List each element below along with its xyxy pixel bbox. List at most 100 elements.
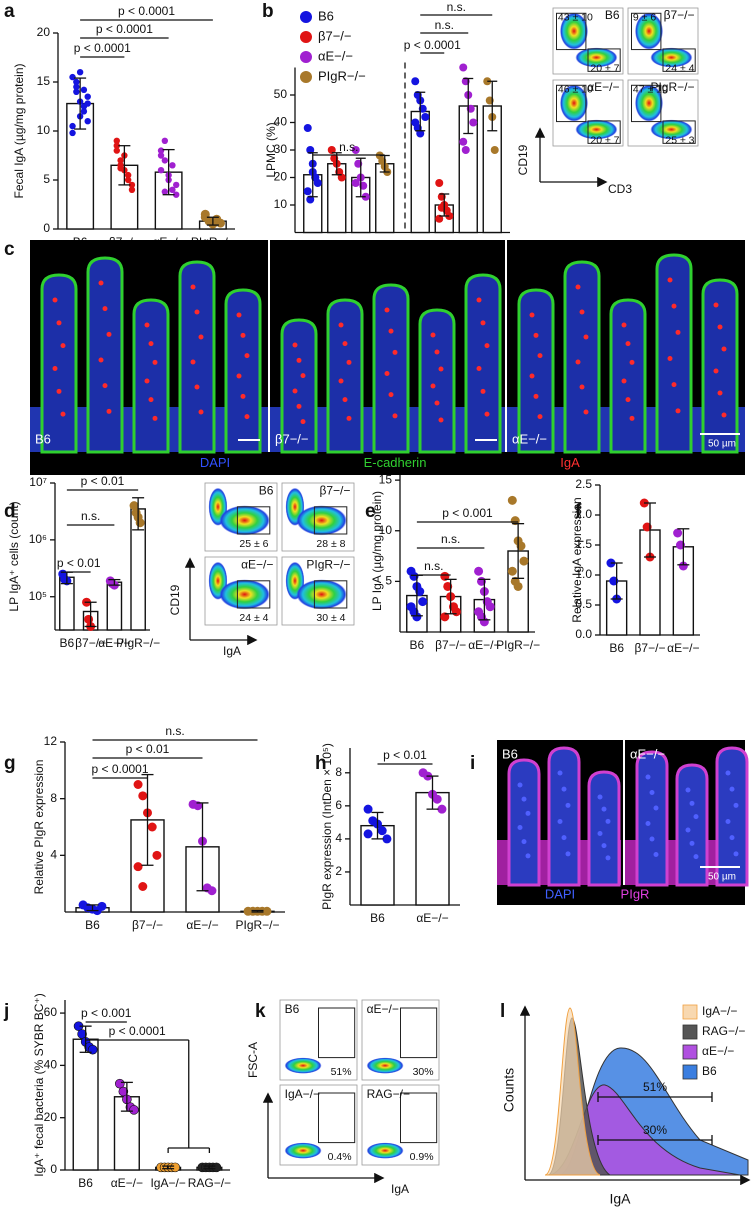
gate [313, 506, 348, 535]
density-blob [296, 505, 347, 536]
panel-label: B6 [35, 431, 51, 446]
flow-x-label: IgA [223, 644, 241, 658]
cell [557, 770, 563, 776]
cell [689, 840, 695, 846]
density-blob [219, 505, 270, 536]
cell [388, 392, 394, 398]
legend-swatch [682, 1024, 698, 1040]
panel-letter: a [4, 1, 15, 22]
gate [313, 580, 348, 609]
legend-label: B6 [318, 8, 334, 23]
flow-sample-label: B6 [605, 8, 620, 22]
data-point [117, 165, 124, 172]
cell [685, 787, 691, 793]
panel-letter: g [4, 753, 16, 774]
cell [601, 806, 607, 812]
cell [717, 390, 723, 396]
x-tick-label: B6 [609, 641, 624, 655]
gate-percentage: 0.9% [410, 1151, 434, 1163]
y-tick-label: 40 [274, 115, 288, 129]
data-point [128, 186, 136, 193]
cell [388, 328, 394, 334]
cell [244, 414, 250, 420]
cell [713, 368, 719, 374]
significance-label: n.s. [424, 559, 443, 573]
cell [346, 415, 352, 421]
villus [507, 758, 541, 887]
cell [621, 378, 627, 384]
stain-label: IgA [560, 455, 580, 470]
flow-sample-label: β7−/− [319, 483, 350, 497]
cell [729, 786, 735, 792]
significance-label: n.s. [447, 0, 466, 14]
y-axis-label: PIgR expression (IntDen × 10⁵) [320, 743, 334, 910]
y-axis-label: Counts [501, 1068, 517, 1112]
data-point [129, 1105, 139, 1115]
y-tick-label: 5 [385, 574, 392, 588]
density-blob [650, 119, 693, 140]
histogram-curve [544, 1007, 601, 1176]
cell [653, 852, 659, 857]
data-point [474, 566, 484, 576]
data-point [84, 118, 91, 125]
cell [579, 309, 585, 315]
data-point [128, 181, 136, 189]
gate-percentage: 43 ± 10 [558, 12, 593, 24]
data-point [80, 108, 88, 115]
cell [533, 332, 539, 338]
cell [190, 359, 196, 365]
data-point [418, 597, 428, 607]
y-axis-label: Relative IgA expression [570, 497, 584, 622]
x-tick-label: β7−/− [75, 636, 106, 650]
stain-label: E-cadherin [364, 455, 427, 470]
flow-sample-label: β7−/− [664, 8, 695, 22]
data-point [363, 829, 373, 839]
legend-label: B6 [702, 1064, 717, 1078]
data-point [97, 901, 107, 911]
y-tick-label: 10 [379, 523, 393, 537]
scale-label: 50 µm [708, 872, 736, 883]
y-tick-label: 10⁷ [29, 475, 47, 489]
data-point [84, 100, 91, 107]
density-blob [296, 579, 347, 610]
cell [667, 277, 673, 283]
data-point [113, 142, 120, 149]
cell [438, 417, 444, 423]
data-point [432, 794, 442, 804]
cell [693, 854, 699, 860]
data-point [73, 88, 80, 96]
cell [653, 805, 659, 811]
x-tick-label: B6 [85, 918, 100, 932]
significance-label: p < 0.0001 [91, 762, 148, 776]
cell [597, 831, 603, 836]
data-point [377, 826, 387, 836]
legend-label: αE−/− [702, 1044, 734, 1058]
significance-label: p < 0.0001 [96, 22, 153, 36]
flow-sample-label: IgA−/− [285, 1087, 320, 1101]
data-point [124, 176, 132, 184]
cell [517, 825, 523, 830]
y-tick-label: 1.0 [575, 567, 592, 581]
x-tick-label: B6 [410, 638, 425, 652]
panel-letter: k [255, 1001, 266, 1022]
flow-sample-label: αE−/− [367, 1002, 399, 1016]
significance-label: n.s. [441, 532, 460, 546]
significance-label: p < 0.0001 [109, 1024, 166, 1038]
flow-sample-label: RAG−/− [367, 1087, 410, 1101]
cell [645, 774, 651, 780]
data-point [69, 129, 76, 137]
legend-marker [300, 31, 312, 43]
y-tick-label: 12 [44, 734, 58, 748]
villus [701, 278, 739, 454]
data-point [678, 561, 688, 571]
density-blob [366, 1057, 404, 1074]
panel-label: β7−/− [275, 431, 309, 446]
significance-label: n.s. [81, 509, 100, 523]
cell [244, 353, 250, 359]
data-point [138, 791, 148, 801]
cell [729, 835, 735, 841]
cell [629, 415, 635, 421]
cell [529, 312, 535, 318]
cell [384, 371, 390, 376]
